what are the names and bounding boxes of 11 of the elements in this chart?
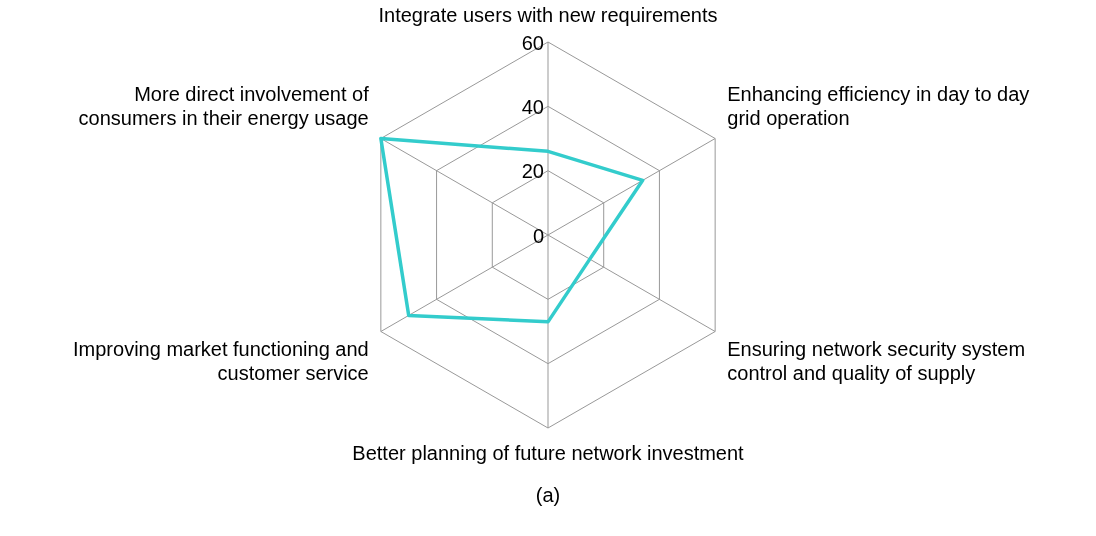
y-tick-label: 40: [521, 95, 544, 118]
spoke-label: Enhancing efficiency in day to day grid operation: [727, 83, 1030, 130]
text: (a): [534, 484, 562, 507]
spoke-label: More direct involvement of consumers in their energy usage: [78, 83, 370, 130]
y-tick-label: 20: [521, 160, 544, 183]
spoke-label: Better planning of future network investment: [352, 441, 745, 464]
spoke-label: Improving market functioning and customer service: [73, 338, 369, 385]
spoke-label: Ensuring network security system control and quality of supply: [727, 338, 1026, 385]
y-tick-label: 0: [532, 224, 544, 247]
y-tick-label: 60: [521, 31, 544, 54]
spoke-label: Integrate users with new requirements: [378, 3, 718, 26]
